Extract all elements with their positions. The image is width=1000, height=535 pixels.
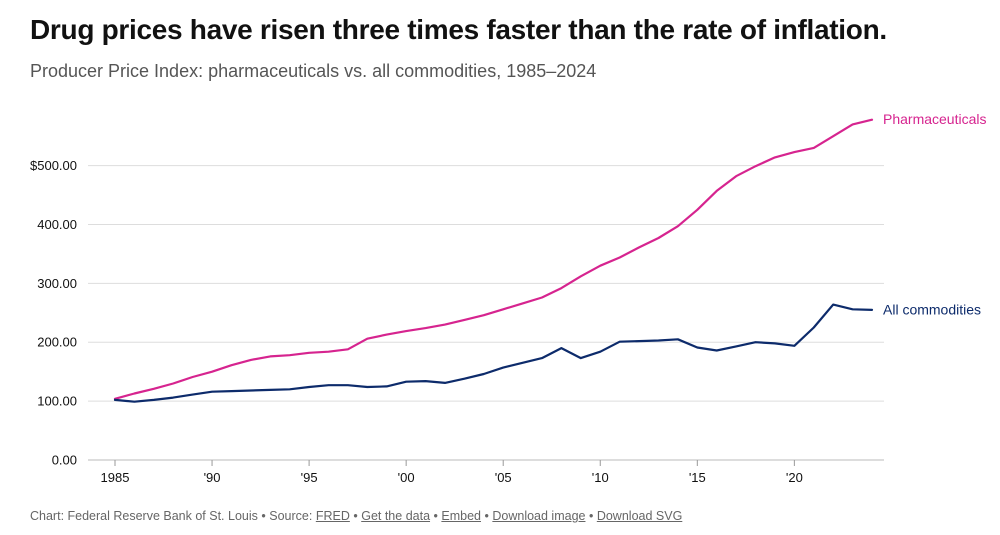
y-tick-label: 300.00 <box>37 276 77 291</box>
line-chart: 0.00 100.00 200.00 300.00 400.00 $500.00 1985… <box>30 111 987 485</box>
embed-link[interactable]: Embed <box>441 509 481 523</box>
y-tick-label: 0.00 <box>52 453 77 468</box>
chart-footer: Chart: Federal Reserve Bank of St. Louis… <box>30 509 682 523</box>
download-image-link[interactable]: Download image <box>492 509 586 523</box>
x-tick-label: '90 <box>204 470 221 485</box>
y-tick-label: 400.00 <box>37 217 77 232</box>
x-tick-label: '15 <box>689 470 706 485</box>
all-commodities-line <box>113 303 874 403</box>
x-tick-label: '00 <box>398 470 415 485</box>
footer-separator: • <box>433 509 438 523</box>
fred-link[interactable]: FRED <box>315 509 350 523</box>
gridlines <box>88 165 884 461</box>
y-tick-label: 200.00 <box>37 335 77 350</box>
series-lines <box>113 118 874 403</box>
all-commodities-label: All commodities <box>883 301 981 317</box>
pharmaceuticals-label: Pharmaceuticals <box>883 111 987 127</box>
x-axis-ticks: 1985 '90 '95 '00 '05 '10 '15 '20 <box>101 460 803 485</box>
pharmaceuticals-line <box>113 118 874 400</box>
chart-title: Drug prices have risen three times faste… <box>30 14 887 45</box>
get-the-data-link[interactable]: Get the data <box>361 509 431 523</box>
chart-subtitle: Producer Price Index: pharmaceuticals vs… <box>30 61 597 81</box>
x-tick-label: 1985 <box>101 470 130 485</box>
series-labels: Pharmaceuticals All commodities <box>883 111 987 317</box>
y-tick-label: $500.00 <box>30 158 77 173</box>
footer-credit: Chart: Federal Reserve Bank of St. Louis <box>30 509 258 523</box>
y-axis-ticks: 0.00 100.00 200.00 300.00 400.00 $500.00 <box>30 158 77 467</box>
footer-source-prefix: Source: <box>269 509 313 523</box>
footer-separator: • <box>588 509 594 523</box>
footer-separator: • <box>484 509 489 523</box>
x-tick-label: '95 <box>301 470 318 485</box>
x-tick-label: '10 <box>592 470 609 485</box>
y-tick-label: 100.00 <box>37 394 77 409</box>
x-tick-label: '05 <box>495 470 512 485</box>
footer-separator: • <box>261 509 266 523</box>
footer-separator: • <box>353 509 358 523</box>
x-tick-label: '20 <box>786 470 803 485</box>
download-svg-link[interactable]: Download SVG <box>596 509 683 523</box>
